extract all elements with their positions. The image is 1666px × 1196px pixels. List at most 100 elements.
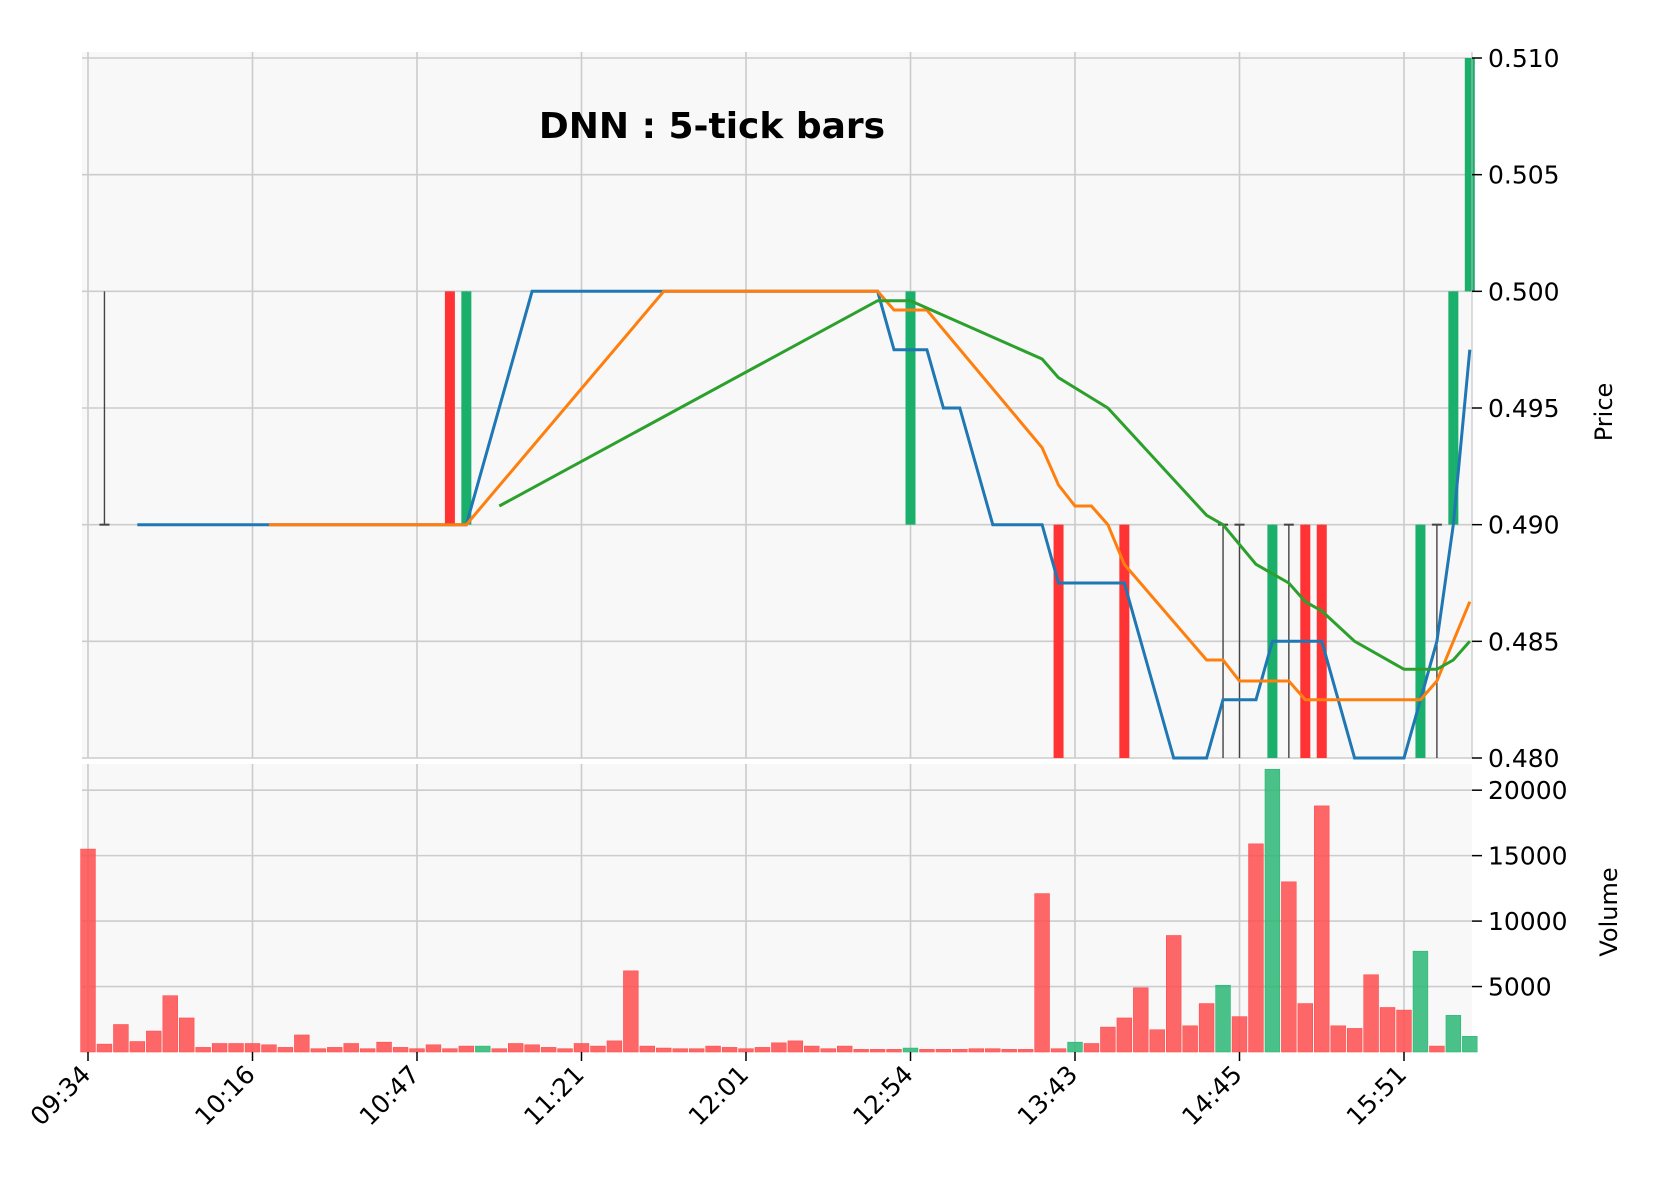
- volume-bar: [771, 1042, 787, 1053]
- volume-axis-label: Volume: [1595, 867, 1623, 956]
- volume-bar: [1248, 843, 1264, 1053]
- volume-bars: [80, 768, 1478, 1053]
- volume-tick-label: 15000: [1488, 842, 1568, 871]
- time-tick-label: 09:34: [25, 1060, 96, 1131]
- volume-bar: [179, 1017, 195, 1053]
- volume-bar: [836, 1045, 853, 1053]
- moving-average-line-2: [268, 289, 1472, 702]
- volume-bar: [557, 1048, 573, 1053]
- volume-bar: [606, 1040, 623, 1053]
- volume-bar: [1017, 1049, 1034, 1053]
- volume-bar: [491, 1048, 507, 1053]
- volume-bar: [1346, 1028, 1363, 1053]
- time-tick-label: 10:47: [354, 1060, 425, 1131]
- volume-bar: [146, 1030, 162, 1053]
- price-tick-label: 0.510: [1488, 44, 1560, 73]
- candle-body: [1053, 524, 1064, 758]
- volume-bar: [639, 1045, 656, 1053]
- price-tick-label: 0.485: [1488, 627, 1560, 656]
- volume-bar: [211, 1043, 228, 1053]
- price-tick-label: 0.500: [1488, 277, 1560, 306]
- volume-bar: [705, 1045, 721, 1053]
- volume-bar: [195, 1047, 211, 1053]
- chart-title: DNN : 5-tick bars: [539, 106, 885, 147]
- volume-bar: [1067, 1041, 1083, 1053]
- volume-bar: [985, 1048, 1001, 1053]
- volume-bar: [573, 1043, 590, 1053]
- volume-bar: [1445, 1015, 1462, 1053]
- volume-bar: [359, 1048, 376, 1053]
- volume-bar: [623, 970, 639, 1053]
- volume-bar: [327, 1047, 343, 1053]
- volume-bar: [787, 1040, 804, 1053]
- volume-bar: [804, 1045, 820, 1053]
- volume-bar: [524, 1044, 540, 1053]
- volume-bar: [540, 1047, 557, 1053]
- volume-bar: [1363, 974, 1379, 1053]
- volume-bar: [1215, 984, 1231, 1053]
- time-tick-label: 13:43: [1012, 1060, 1083, 1131]
- volume-bar: [425, 1044, 442, 1053]
- volume-bar: [244, 1043, 261, 1053]
- volume-bar: [853, 1049, 869, 1053]
- time-tick-label: 11:21: [518, 1060, 589, 1131]
- moving-average-series: [137, 289, 1472, 760]
- candle-body: [1464, 58, 1475, 292]
- volume-bar: [442, 1048, 458, 1053]
- time-tick-label: 12:01: [683, 1060, 754, 1131]
- volume-tick-label: 5000: [1488, 973, 1552, 1002]
- volume-bar: [294, 1034, 310, 1053]
- volume-bar: [1116, 1017, 1133, 1053]
- volume-bar: [96, 1043, 113, 1053]
- volume-bar: [738, 1048, 754, 1053]
- volume-tick-label: 10000: [1488, 907, 1568, 936]
- volume-bar: [1396, 1009, 1412, 1053]
- volume-bar: [261, 1044, 277, 1053]
- volume-bar: [1050, 1048, 1067, 1053]
- volume-bar: [1412, 950, 1429, 1053]
- volume-bar: [228, 1043, 244, 1053]
- volume-bar: [507, 1043, 524, 1053]
- moving-average-line-3: [498, 299, 1471, 671]
- price-tick-label: 0.480: [1488, 744, 1560, 773]
- volume-bar: [672, 1048, 688, 1053]
- volume-bar: [1198, 1003, 1215, 1053]
- candle-body: [1415, 524, 1426, 758]
- volume-bar: [310, 1048, 326, 1053]
- volume-bar: [162, 995, 178, 1053]
- volume-bar: [1001, 1049, 1017, 1053]
- candle-body: [1448, 291, 1459, 525]
- volume-bar: [656, 1047, 672, 1053]
- volume-bar: [590, 1045, 606, 1053]
- volume-bar: [277, 1047, 294, 1053]
- volume-bar: [1379, 1007, 1396, 1053]
- volume-panel-background: [82, 764, 1472, 1052]
- volume-bar: [1133, 987, 1149, 1053]
- volume-bar: [1281, 881, 1297, 1053]
- volume-bar: [80, 848, 96, 1053]
- price-panel-background: [82, 52, 1472, 758]
- volume-bar: [1149, 1029, 1165, 1053]
- volume-bar: [475, 1045, 491, 1053]
- volume-bar: [409, 1048, 425, 1053]
- candle-body: [461, 291, 472, 525]
- time-tick-label: 10:16: [189, 1060, 260, 1131]
- candle-body: [905, 291, 916, 525]
- time-tick-label: 12:54: [847, 1060, 918, 1131]
- volume-bar: [754, 1047, 771, 1053]
- volume-bar: [1462, 1035, 1478, 1053]
- volume-bar: [886, 1049, 902, 1053]
- volume-bar: [1330, 1025, 1346, 1053]
- volume-bar: [1231, 1016, 1248, 1053]
- candle-body: [444, 291, 455, 525]
- volume-bar: [1182, 1025, 1198, 1053]
- volume-bar: [376, 1041, 392, 1053]
- volume-bar: [1166, 935, 1182, 1053]
- candle-body: [1119, 524, 1130, 758]
- volume-bar: [1034, 893, 1050, 1053]
- time-tick-label: 14:45: [1176, 1060, 1247, 1131]
- volume-bar: [952, 1049, 968, 1053]
- time-tick-label: 15:51: [1341, 1060, 1412, 1131]
